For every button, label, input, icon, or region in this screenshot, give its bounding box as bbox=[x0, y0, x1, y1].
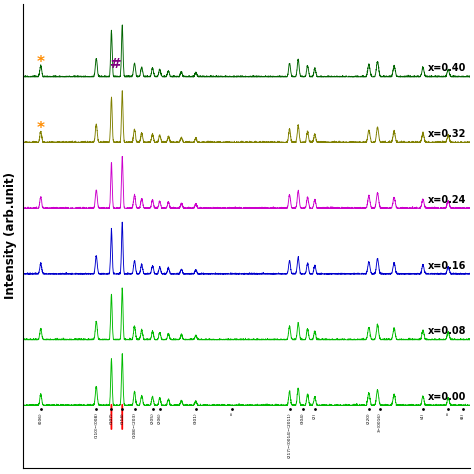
Text: (206): (206) bbox=[158, 412, 162, 424]
Text: x=0.40: x=0.40 bbox=[428, 64, 466, 73]
Text: #: # bbox=[110, 57, 122, 71]
Text: x=0.08: x=0.08 bbox=[428, 326, 466, 337]
Text: x=0.24: x=0.24 bbox=[428, 195, 466, 205]
Text: (217)•(0014)•(2011): (217)•(0014)•(2011) bbox=[288, 412, 292, 458]
Text: x=0.00: x=0.00 bbox=[428, 392, 466, 402]
Text: (2): (2) bbox=[313, 412, 317, 419]
Text: (108)•(203): (108)•(203) bbox=[133, 412, 137, 438]
Y-axis label: Intensity (arb.unit): Intensity (arb.unit) bbox=[4, 173, 17, 300]
Text: *: * bbox=[37, 55, 45, 70]
Text: (110)•(008): (110)•(008) bbox=[94, 412, 98, 438]
Text: o: o bbox=[230, 412, 234, 415]
Text: o: o bbox=[446, 412, 450, 415]
Text: *: * bbox=[37, 121, 45, 136]
Text: (114): (114) bbox=[120, 412, 124, 424]
Text: (8): (8) bbox=[461, 412, 465, 419]
Text: (301): (301) bbox=[194, 412, 198, 424]
Text: (006): (006) bbox=[39, 412, 43, 424]
Text: (220): (220) bbox=[367, 412, 371, 424]
Text: (205): (205) bbox=[151, 412, 155, 424]
Text: (107): (107) bbox=[109, 412, 113, 424]
Text: 3•(0016): 3•(0016) bbox=[378, 412, 382, 432]
Text: (304): (304) bbox=[301, 412, 304, 424]
Text: x=0.32: x=0.32 bbox=[428, 129, 466, 139]
Text: (4): (4) bbox=[421, 412, 425, 419]
Text: x=0.16: x=0.16 bbox=[428, 261, 466, 271]
